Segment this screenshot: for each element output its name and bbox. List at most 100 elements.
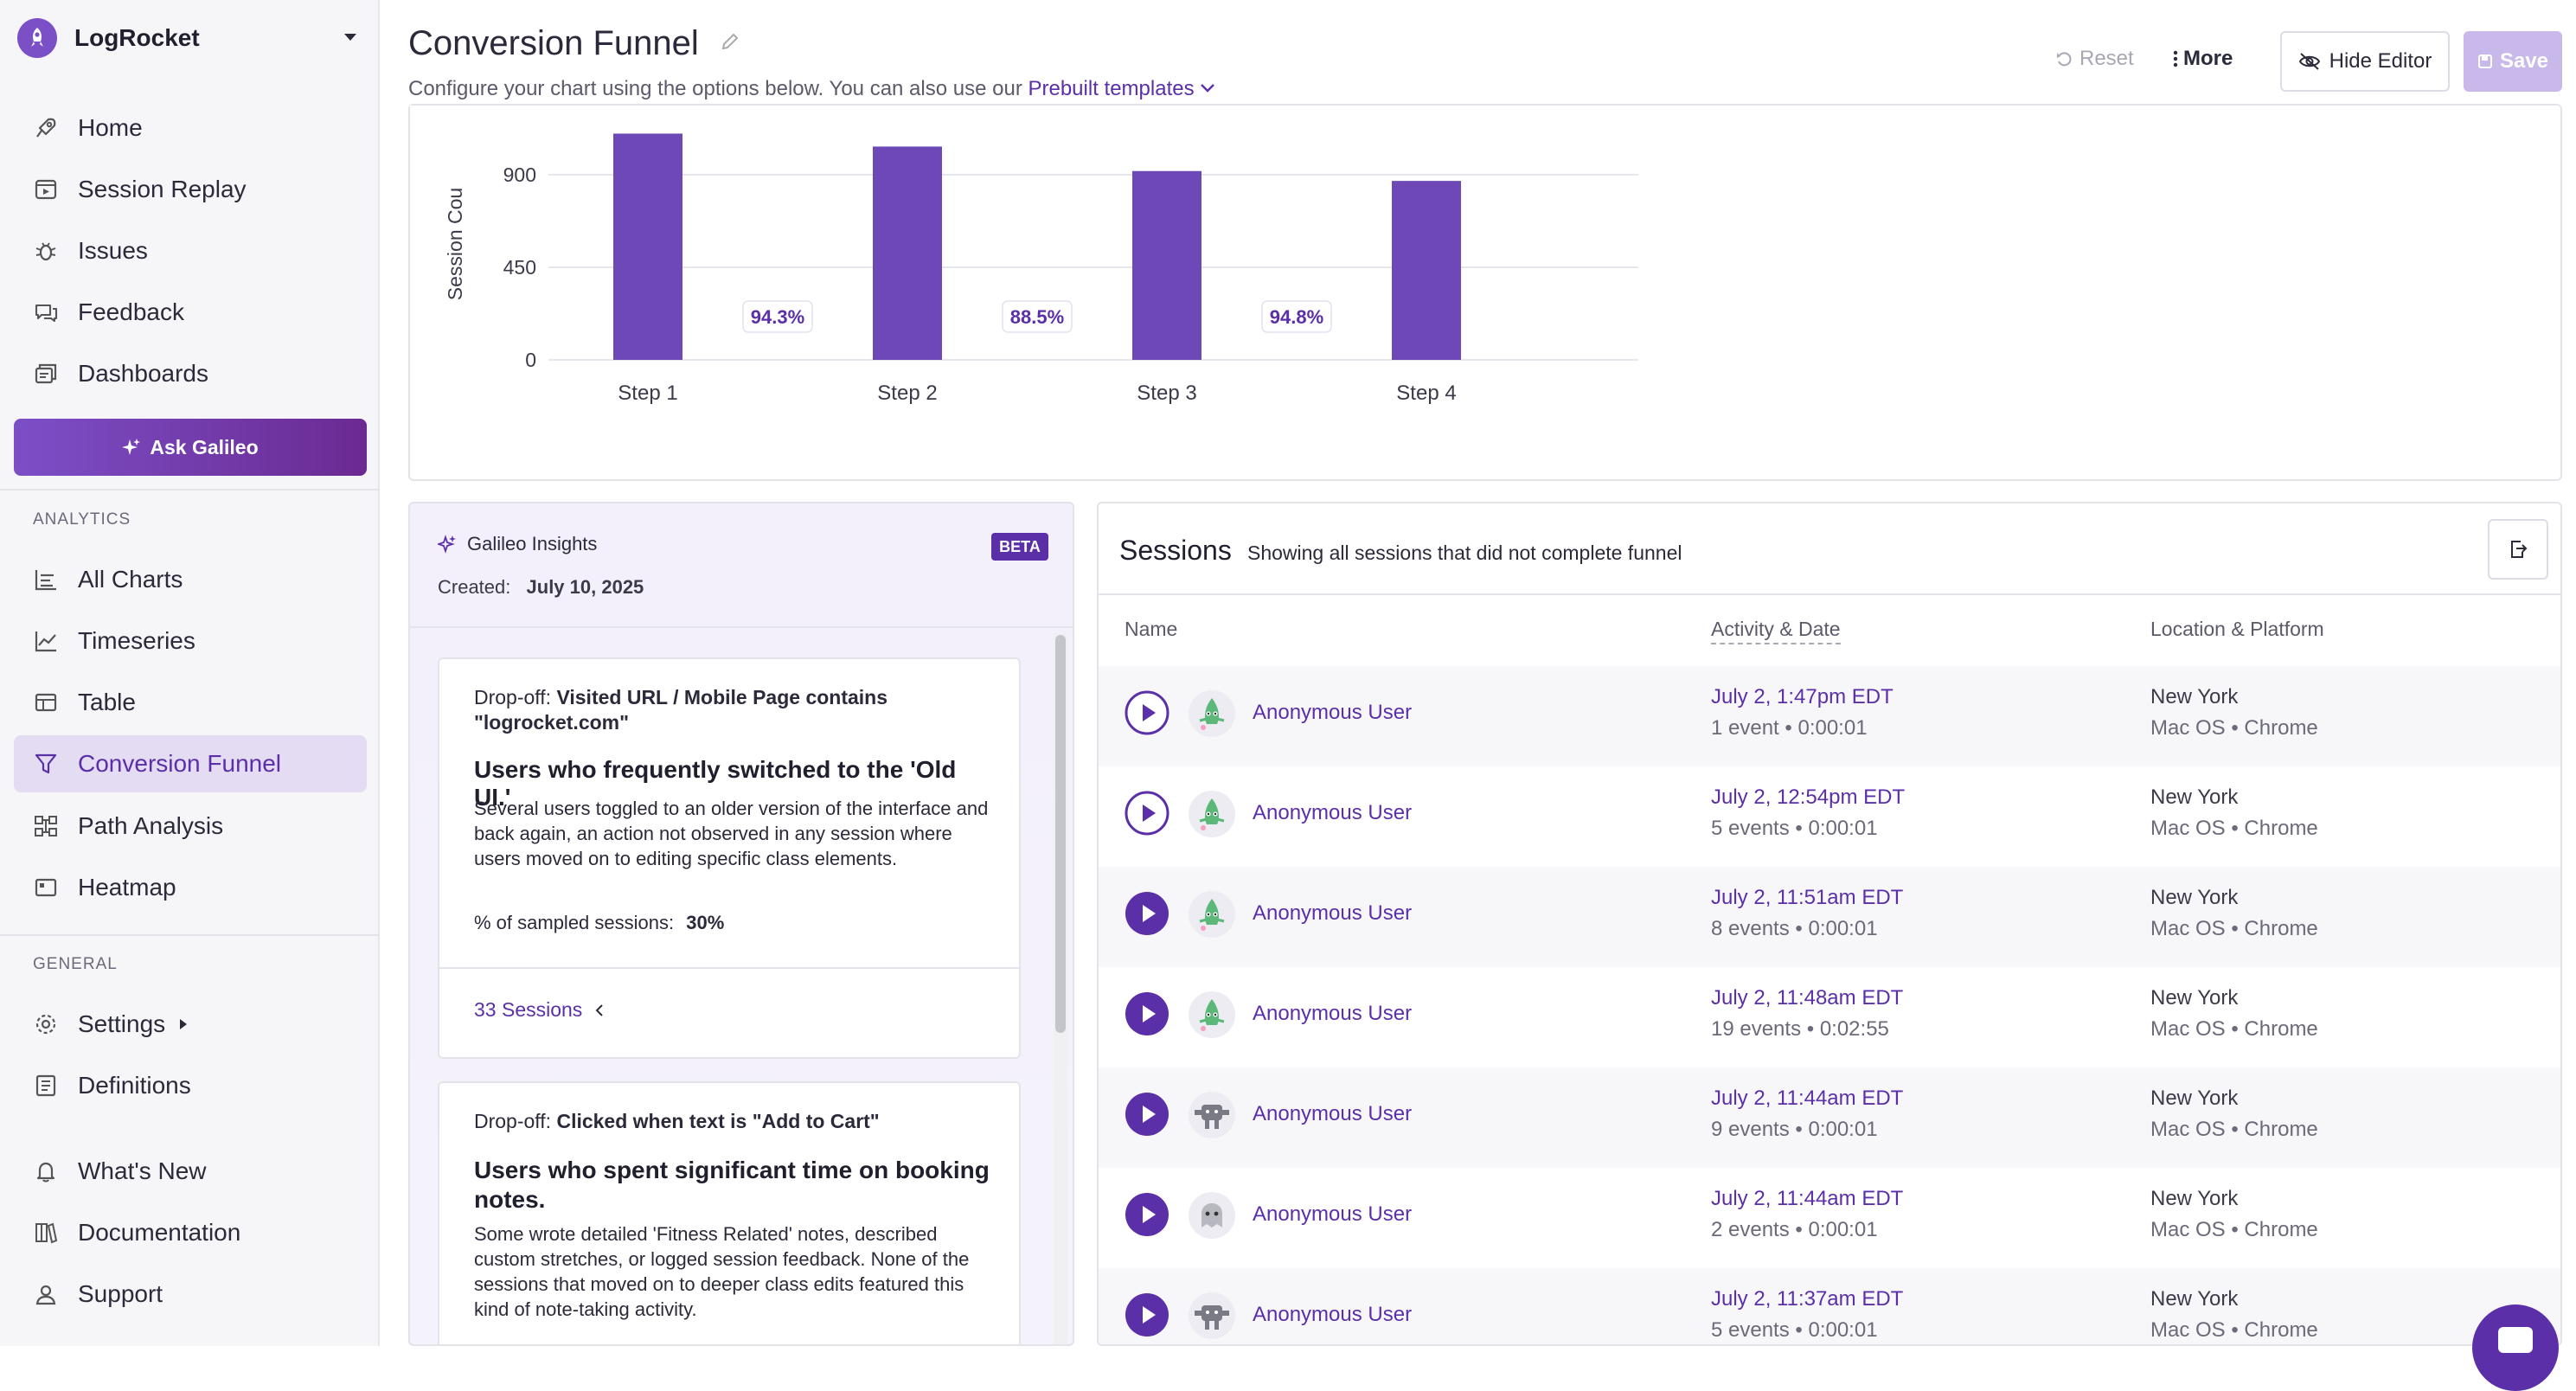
y-tick-label: 900 (503, 163, 536, 186)
insight-body: Several users toggled to an older versio… (474, 798, 989, 869)
nav-path-analysis[interactable]: Path Analysis (14, 798, 367, 855)
nav-feedback[interactable]: Feedback (14, 284, 367, 341)
save-button[interactable]: Save (2464, 31, 2562, 92)
sidebar-divider (0, 489, 380, 490)
export-button[interactable] (2488, 519, 2548, 580)
sessions-panel: Sessions Showing all sessions that did n… (1097, 502, 2562, 1346)
play-button[interactable] (1125, 1192, 1169, 1237)
nav-definitions-label: Definitions (78, 1072, 191, 1099)
prebuilt-templates-link[interactable]: Prebuilt templates (1028, 77, 1214, 100)
dropoff-label: Drop-off: (474, 1110, 552, 1132)
reset-button[interactable]: Reset (2055, 47, 2134, 71)
nav-definitions[interactable]: Definitions (14, 1057, 367, 1114)
nav-issues[interactable]: Issues (14, 222, 367, 279)
session-date: July 2, 1:47pm EDT (1711, 685, 1894, 708)
nav-documentation[interactable]: Documentation (14, 1204, 367, 1261)
page-subtitle: Configure your chart using the options b… (408, 76, 1215, 101)
play-button[interactable] (1125, 991, 1169, 1036)
insight-card: Drop-off: Visited URL / Mobile Page cont… (438, 657, 1021, 1059)
play-button[interactable] (1125, 690, 1169, 735)
nav-table[interactable]: Table (14, 674, 367, 731)
table-row[interactable]: Anonymous User July 2, 12:54pm EDT 5 event… (1099, 766, 2560, 867)
conversion-rate-label: 94.3% (751, 306, 804, 328)
more-button[interactable]: More (2173, 47, 2233, 71)
play-button[interactable] (1125, 891, 1169, 936)
session-location: New York (2150, 785, 2239, 809)
ask-galileo-button[interactable]: Ask Galileo (14, 419, 367, 476)
table-row[interactable]: Anonymous User July 2, 11:44am EDT 9 event… (1099, 1067, 2560, 1168)
column-header-activity[interactable]: Activity & Date (1711, 618, 1841, 644)
play-icon (1125, 1293, 1169, 1337)
x-tick-label: Step 3 (1137, 381, 1196, 405)
table-row[interactable]: Anonymous User July 2, 1:47pm EDT 1 event … (1099, 666, 2560, 766)
user-name-link[interactable]: Anonymous User (1253, 1303, 1413, 1326)
nav-support[interactable]: Support (14, 1266, 367, 1323)
hide-editor-label: Hide Editor (2329, 49, 2432, 73)
user-name-link[interactable]: Anonymous User (1253, 1102, 1413, 1125)
undo-icon (2055, 50, 2073, 67)
hide-editor-button[interactable]: Hide Editor (2280, 31, 2450, 92)
page-title: Conversion Funnel (408, 21, 740, 63)
kebab-icon (2173, 49, 2178, 68)
play-icon (1125, 1093, 1169, 1136)
y-axis-label: Session Cou (444, 188, 466, 300)
chevron-left-icon (594, 1003, 605, 1017)
nav-feedback-label: Feedback (78, 298, 184, 325)
chat-launcher-button[interactable] (2472, 1304, 2559, 1391)
analytics-section-label: ANALYTICS (33, 510, 131, 529)
table-row[interactable]: Anonymous User July 2, 11:37am EDT 5 event… (1099, 1268, 2560, 1344)
nav-home[interactable]: Home (14, 99, 367, 157)
path-analysis-icon (31, 811, 61, 841)
export-icon (2508, 539, 2528, 560)
nav-all-charts[interactable]: All Charts (14, 551, 367, 608)
funnel-chart-card: 0 450 900 Session Cou Step 1 Step 2 Step 3 Step… (408, 104, 2562, 481)
column-header-name[interactable]: Name (1125, 618, 1178, 640)
nav-timeseries-label: Timeseries (78, 627, 195, 654)
session-activity: 1 event • 0:00:01 (1711, 716, 1868, 740)
org-switcher[interactable]: LogRocket (17, 17, 367, 59)
user-name-link[interactable]: Anonymous User (1253, 901, 1413, 925)
insights-title: Galileo Insights (438, 533, 597, 555)
nav-whats-new[interactable]: What's New (14, 1143, 367, 1200)
session-activity: 2 events • 0:00:01 (1711, 1218, 1878, 1241)
nav-home-label: Home (78, 114, 143, 141)
session-platform: Mac OS • Chrome (2150, 917, 2318, 940)
play-icon (1125, 1193, 1169, 1236)
user-name-link[interactable]: Anonymous User (1253, 801, 1413, 824)
nav-conversion-funnel[interactable]: Conversion Funnel (14, 735, 367, 792)
green-creature-icon (1189, 991, 1235, 1038)
nav-dashboards[interactable]: Dashboards (14, 345, 367, 402)
user-name-link[interactable]: Anonymous User (1253, 1002, 1413, 1025)
sparkle-icon (438, 535, 457, 554)
dropoff-value: Clicked when text is "Add to Cart" (556, 1110, 880, 1132)
nav-path-analysis-label: Path Analysis (78, 812, 224, 839)
session-activity: 8 events • 0:00:01 (1711, 917, 1878, 940)
nav-timeseries[interactable]: Timeseries (14, 612, 367, 670)
session-date: July 2, 11:48am EDT (1711, 986, 1904, 1010)
caret-right-icon (177, 1017, 189, 1031)
nav-settings[interactable]: Settings (14, 996, 367, 1053)
column-header-location[interactable]: Location & Platform (2150, 618, 2324, 640)
nav-session-replay[interactable]: Session Replay (14, 161, 367, 218)
nav-settings-label: Settings (78, 1010, 166, 1037)
nav-heatmap[interactable]: Heatmap (14, 859, 367, 916)
table-row[interactable]: Anonymous User July 2, 11:51am EDT 8 event… (1099, 867, 2560, 967)
session-platform: Mac OS • Chrome (2150, 1218, 2318, 1241)
session-date: July 2, 11:44am EDT (1711, 1087, 1904, 1110)
table-row[interactable]: Anonymous User July 2, 11:48am EDT 19 even… (1099, 967, 2560, 1067)
play-button[interactable] (1125, 1092, 1169, 1137)
user-name-link[interactable]: Anonymous User (1253, 701, 1413, 724)
nav-issues-label: Issues (78, 237, 148, 264)
insight-card-divider (439, 967, 1019, 969)
play-button[interactable] (1125, 1292, 1169, 1337)
table-row[interactable]: Anonymous User July 2, 11:44am EDT 2 event… (1099, 1168, 2560, 1268)
sessions-link[interactable]: 33 Sessions (474, 998, 605, 1022)
pencil-icon[interactable] (721, 21, 740, 60)
insights-created: Created: July 10, 2025 (438, 576, 644, 599)
play-button[interactable] (1125, 791, 1169, 836)
save-icon (2477, 54, 2493, 69)
user-name-link[interactable]: Anonymous User (1253, 1202, 1413, 1226)
scrollbar-thumb[interactable] (1055, 635, 1066, 1033)
x-tick-label: Step 1 (618, 381, 677, 405)
funnel-bar (613, 133, 682, 360)
